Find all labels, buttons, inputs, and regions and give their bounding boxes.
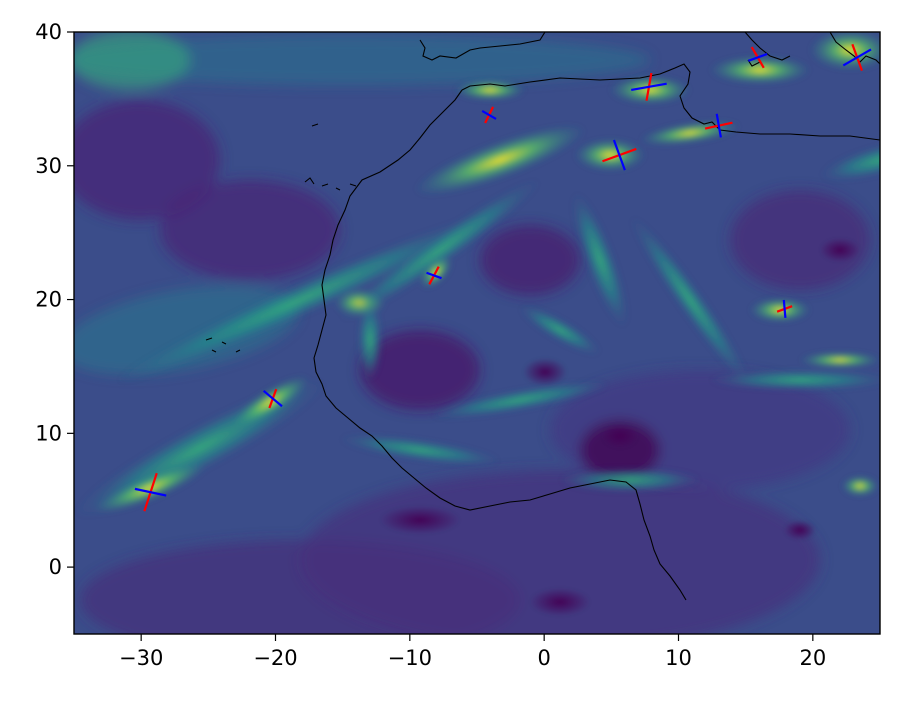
field-ridges	[75, 32, 880, 517]
x-tick-label: −10	[388, 646, 432, 670]
x-tick-label: 10	[665, 646, 692, 670]
cross-blue-axis	[481, 109, 497, 120]
italy-coastline	[744, 32, 791, 67]
x-axis: −30 −20 −10 0 10 20	[119, 634, 826, 670]
cross-blue-axis	[631, 82, 667, 92]
cross-markers	[134, 43, 872, 512]
iberia-coastline	[419, 32, 546, 61]
coastlines	[205, 32, 880, 601]
plot-area	[74, 32, 880, 634]
x-tick-label: 20	[799, 646, 826, 670]
cross-blue-axis	[612, 139, 626, 171]
africa-coastline	[313, 63, 880, 601]
cross-blue-axis	[715, 113, 722, 138]
cross-marker	[747, 46, 768, 69]
cross-marker	[776, 299, 793, 318]
cross-blue-axis	[842, 48, 872, 67]
y-tick-label: 10	[35, 421, 62, 445]
cross-marker	[481, 106, 497, 124]
cross-blue-axis	[134, 487, 167, 497]
cross-blue-axis	[262, 389, 283, 408]
cross-marker	[602, 139, 637, 171]
y-tick-label: 30	[35, 154, 62, 178]
cross-blue-axis	[747, 52, 768, 62]
x-tick-label: −20	[253, 646, 297, 670]
y-axis: 0 10 20 30 40	[35, 20, 74, 579]
cross-marker	[842, 43, 872, 71]
cross-marker	[704, 113, 733, 138]
madeira-islands	[311, 123, 319, 127]
cross-blue-axis	[426, 271, 442, 280]
y-tick-label: 40	[35, 20, 62, 44]
axes-frame	[73, 31, 881, 635]
cape-verde-islands	[205, 337, 241, 353]
field-minima	[380, 238, 860, 616]
y-tick-label: 20	[35, 288, 62, 312]
canary-islands	[304, 177, 357, 191]
cross-marker	[262, 388, 283, 409]
cross-marker	[134, 472, 167, 512]
x-tick-label: −30	[119, 646, 163, 670]
cross-marker	[426, 266, 442, 285]
x-tick-label: 0	[537, 646, 550, 670]
y-tick-label: 0	[49, 555, 62, 579]
cross-marker	[631, 72, 667, 101]
cross-blue-axis	[782, 299, 787, 318]
field-shading	[74, 32, 870, 634]
